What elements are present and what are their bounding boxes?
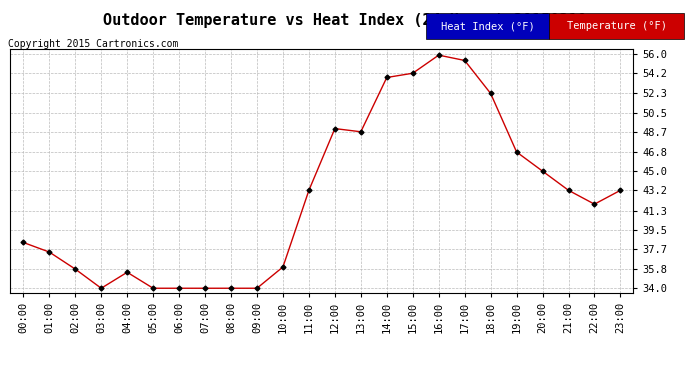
Text: Outdoor Temperature vs Heat Index (24 Hours) 20150310: Outdoor Temperature vs Heat Index (24 Ho… <box>104 13 586 28</box>
Text: Heat Index (°F): Heat Index (°F) <box>441 21 535 31</box>
Text: Copyright 2015 Cartronics.com: Copyright 2015 Cartronics.com <box>8 39 179 50</box>
Text: Temperature (°F): Temperature (°F) <box>566 21 667 31</box>
